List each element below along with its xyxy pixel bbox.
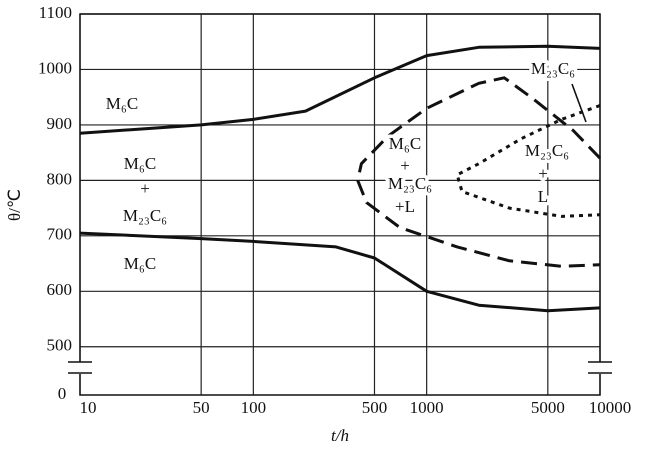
x-tick-label: 100 (241, 398, 267, 417)
y-tick-label: 700 (47, 225, 73, 244)
y-tick-label: 800 (47, 169, 73, 188)
curve (79, 44, 601, 135)
leader-line (571, 83, 587, 123)
axis-break (68, 361, 612, 374)
region-label: M₂₃C₆ (525, 141, 569, 160)
curve (79, 231, 601, 313)
region-label: + (538, 164, 548, 183)
x-axis-label: t/h (331, 426, 349, 445)
y-axis-label: θ/℃ (5, 189, 24, 221)
region-label: + (400, 156, 410, 175)
y-tick-label: 1100 (39, 3, 72, 22)
region-label: M₆C (389, 134, 421, 153)
region-label: M₆C (124, 154, 156, 173)
origin-label: 0 (58, 384, 67, 403)
x-tick-label: 50 (193, 398, 210, 417)
curve (356, 76, 602, 268)
y-tick-label: 900 (47, 114, 73, 133)
y-tick-label: 600 (47, 280, 73, 299)
grid (79, 13, 601, 395)
plot-frame (79, 13, 601, 396)
x-tick-label: 10000 (589, 398, 632, 417)
x-tick-label: 5000 (531, 398, 565, 417)
region-label: M₂₃C₆ (388, 174, 432, 193)
region-label: M₂₃C₆ (123, 206, 167, 225)
y-tick-label: 500 (47, 336, 73, 355)
curve (455, 104, 601, 218)
x-tick-label: 10 (80, 398, 97, 417)
region-label: L (538, 187, 548, 206)
x-tick-label: 1000 (410, 398, 444, 417)
x-tick-label: 500 (362, 398, 388, 417)
region-label: M₆C (124, 254, 156, 273)
y-tick-label: 1000 (38, 58, 72, 77)
region-label: +L (395, 197, 415, 216)
region-label: + (140, 179, 150, 198)
region-label: M₆C (106, 94, 138, 113)
region-label: M₂₃C₆ (531, 59, 575, 78)
